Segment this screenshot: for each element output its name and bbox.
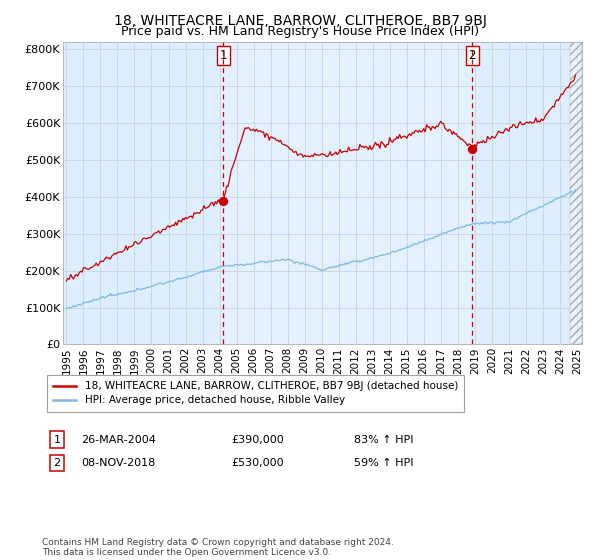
Text: 1: 1 xyxy=(220,49,227,62)
Point xyxy=(218,196,228,205)
Text: 1: 1 xyxy=(53,435,61,445)
Text: £530,000: £530,000 xyxy=(231,458,284,468)
Text: 08-NOV-2018: 08-NOV-2018 xyxy=(81,458,155,468)
Text: Contains HM Land Registry data © Crown copyright and database right 2024.
This d: Contains HM Land Registry data © Crown c… xyxy=(42,538,394,557)
Text: £390,000: £390,000 xyxy=(231,435,284,445)
Text: 26-MAR-2004: 26-MAR-2004 xyxy=(81,435,156,445)
Text: Price paid vs. HM Land Registry's House Price Index (HPI): Price paid vs. HM Land Registry's House … xyxy=(121,25,479,38)
Text: 2: 2 xyxy=(53,458,61,468)
Bar xyxy=(223,42,472,344)
Legend: 18, WHITEACRE LANE, BARROW, CLITHEROE, BB7 9BJ (detached house), HPI: Average pr: 18, WHITEACRE LANE, BARROW, CLITHEROE, B… xyxy=(47,375,464,412)
Point xyxy=(467,144,477,153)
Text: 2: 2 xyxy=(469,49,476,62)
Text: 59% ↑ HPI: 59% ↑ HPI xyxy=(354,458,413,468)
Text: 18, WHITEACRE LANE, BARROW, CLITHEROE, BB7 9BJ: 18, WHITEACRE LANE, BARROW, CLITHEROE, B… xyxy=(113,14,487,28)
Text: 83% ↑ HPI: 83% ↑ HPI xyxy=(354,435,413,445)
